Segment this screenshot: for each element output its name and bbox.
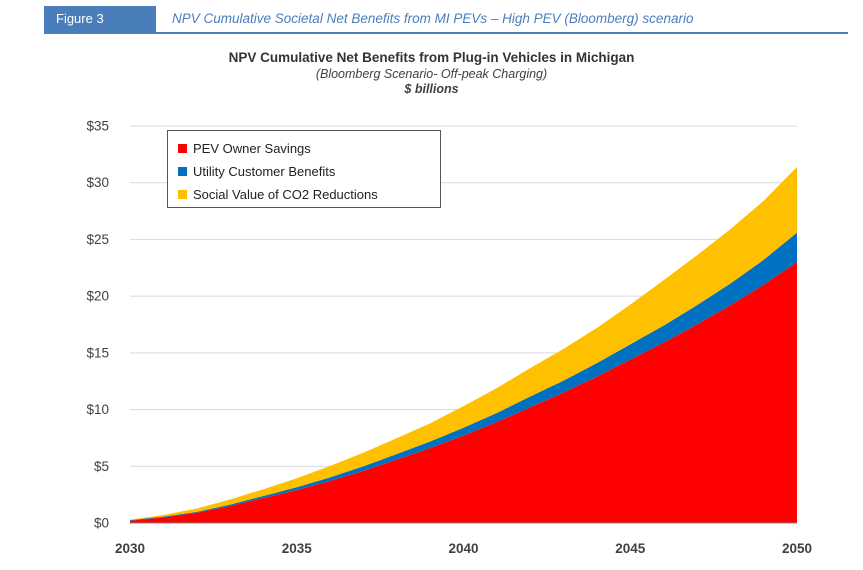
legend-item: Utility Customer Benefits xyxy=(178,160,440,183)
y-tick-label: $10 xyxy=(86,402,109,417)
figure-caption: NPV Cumulative Societal Net Benefits fro… xyxy=(172,11,694,26)
x-tick-label: 2040 xyxy=(448,541,478,556)
x-tick-label: 2035 xyxy=(282,541,313,556)
x-tick-label: 2030 xyxy=(115,541,145,556)
figure-header: Figure 3 NPV Cumulative Societal Net Ben… xyxy=(44,6,848,34)
legend-swatch xyxy=(178,144,187,153)
y-tick-label: $25 xyxy=(86,232,109,247)
legend-label: Utility Customer Benefits xyxy=(193,164,336,179)
y-tick-label: $0 xyxy=(94,516,109,531)
legend-swatch xyxy=(178,167,187,176)
y-tick-label: $5 xyxy=(94,459,109,474)
y-tick-label: $15 xyxy=(86,345,109,360)
legend-item: PEV Owner Savings xyxy=(178,137,440,160)
y-tick-label: $20 xyxy=(86,289,109,304)
chart-subtitle: (Bloomberg Scenario- Off-peak Charging) xyxy=(315,67,548,81)
area-series-1 xyxy=(130,262,797,523)
legend-swatch xyxy=(178,190,187,199)
y-tick-label: $30 xyxy=(86,175,109,190)
legend-label: PEV Owner Savings xyxy=(193,141,311,156)
y-tick-label: $35 xyxy=(86,119,109,134)
x-tick-label: 2050 xyxy=(782,541,812,556)
chart-titles: NPV Cumulative Net Benefits from Plug-in… xyxy=(0,50,863,96)
chart-title: NPV Cumulative Net Benefits from Plug-in… xyxy=(228,50,635,65)
x-tick-label: 2045 xyxy=(615,541,646,556)
legend-label: Social Value of CO2 Reductions xyxy=(193,187,378,202)
legend: PEV Owner Savings Utility Customer Benef… xyxy=(167,130,441,208)
legend-item: Social Value of CO2 Reductions xyxy=(178,183,440,206)
chart-unit: $ billions xyxy=(404,82,459,96)
figure-tag: Figure 3 xyxy=(44,6,156,32)
